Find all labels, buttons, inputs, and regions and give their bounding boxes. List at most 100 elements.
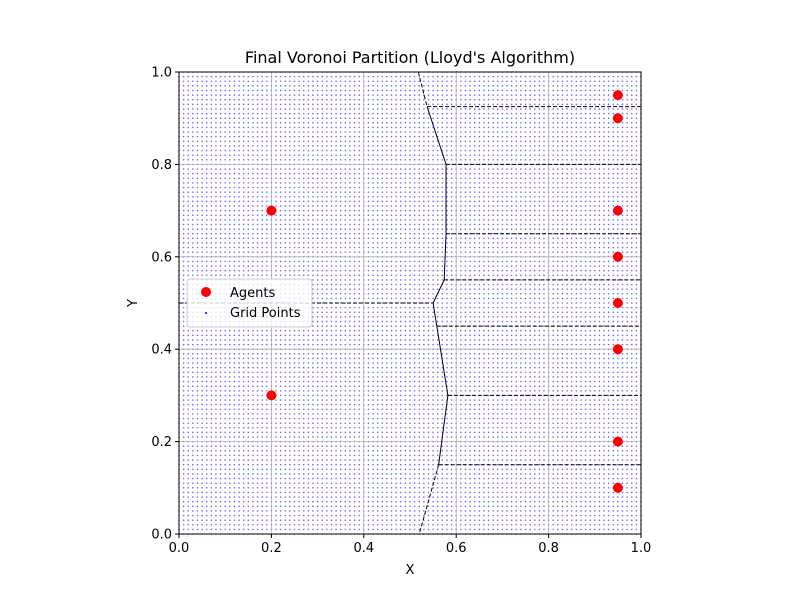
grid-point [538,339,541,341]
grid-point [312,311,314,314]
grid-point [349,523,351,526]
grid-point [580,505,582,508]
grid-point [612,353,615,355]
grid-point [353,334,356,337]
grid-point [349,376,351,378]
grid-point [598,339,601,341]
grid-point [367,339,370,341]
grid-point [321,385,324,387]
grid-point [182,431,185,434]
grid-point [496,463,499,466]
grid-point [621,431,624,434]
grid-point [293,454,296,457]
grid-point [626,510,628,512]
grid-point [279,514,282,517]
grid-point [427,491,430,494]
grid-point [580,445,582,448]
grid-point [242,473,245,475]
grid-point [298,450,300,452]
grid-point [302,357,305,360]
grid-point [510,482,513,484]
grid-point [390,329,393,332]
grid-point [520,487,522,489]
grid-point [344,500,347,503]
grid-point [584,389,587,392]
grid-point [205,334,208,337]
grid-point [395,473,397,475]
grid-point [215,389,217,392]
grid-point [543,510,545,512]
grid-point [635,496,638,498]
grid-point [390,376,393,378]
grid-point [575,445,578,448]
grid-point [233,528,236,531]
grid-point [626,482,628,484]
grid-point [358,482,360,484]
grid-point [265,459,268,461]
grid-point [483,445,485,448]
grid-point [617,459,619,461]
grid-point [538,316,541,318]
grid-point [349,468,351,471]
grid-point [187,371,190,374]
grid-point [238,468,240,471]
grid-point [423,528,425,531]
grid-point [413,316,416,318]
grid-point [349,500,351,503]
grid-point [492,510,494,512]
grid-point [192,343,194,346]
grid-point [205,450,208,452]
grid-point [353,491,356,494]
grid-point [242,459,245,461]
grid-point [187,343,190,346]
grid-point [344,431,347,434]
grid-point [487,523,490,526]
grid-point [450,380,453,383]
grid-point [247,523,250,526]
grid-point [413,487,416,489]
grid-point [607,519,610,521]
grid-point [326,325,328,327]
grid-point [275,343,277,346]
grid-point [205,487,208,489]
grid-point [279,408,282,411]
grid-point [307,463,310,466]
grid-point [460,528,462,531]
grid-point [395,496,397,498]
grid-point [344,436,347,438]
grid-point [390,491,393,494]
grid-point [386,329,388,332]
grid-point [510,450,513,452]
grid-point [635,487,638,489]
grid-point [501,385,504,387]
grid-point [307,343,310,346]
grid-point [326,445,328,448]
grid-point [487,426,490,429]
grid-point [552,362,555,364]
grid-point [238,528,240,531]
grid-point [566,329,568,332]
grid-point [395,408,397,411]
grid-point [247,450,250,452]
grid-point [621,482,624,484]
grid-point [275,459,277,461]
grid-point [589,445,591,448]
grid-point [580,334,582,337]
grid-point [210,454,213,457]
grid-point [229,514,231,517]
grid-point [603,380,605,383]
grid-point [353,505,356,508]
grid-point [469,334,471,337]
grid-point [409,371,411,374]
grid-point [483,422,485,424]
grid-point [626,408,628,411]
grid-point [575,436,578,438]
grid-point [312,376,314,378]
grid-point [358,454,360,457]
grid-point [626,362,628,364]
grid-point [182,376,185,378]
grid-point [418,487,421,489]
grid-point [520,450,522,452]
grid-point [423,431,425,434]
grid-point [335,500,337,503]
